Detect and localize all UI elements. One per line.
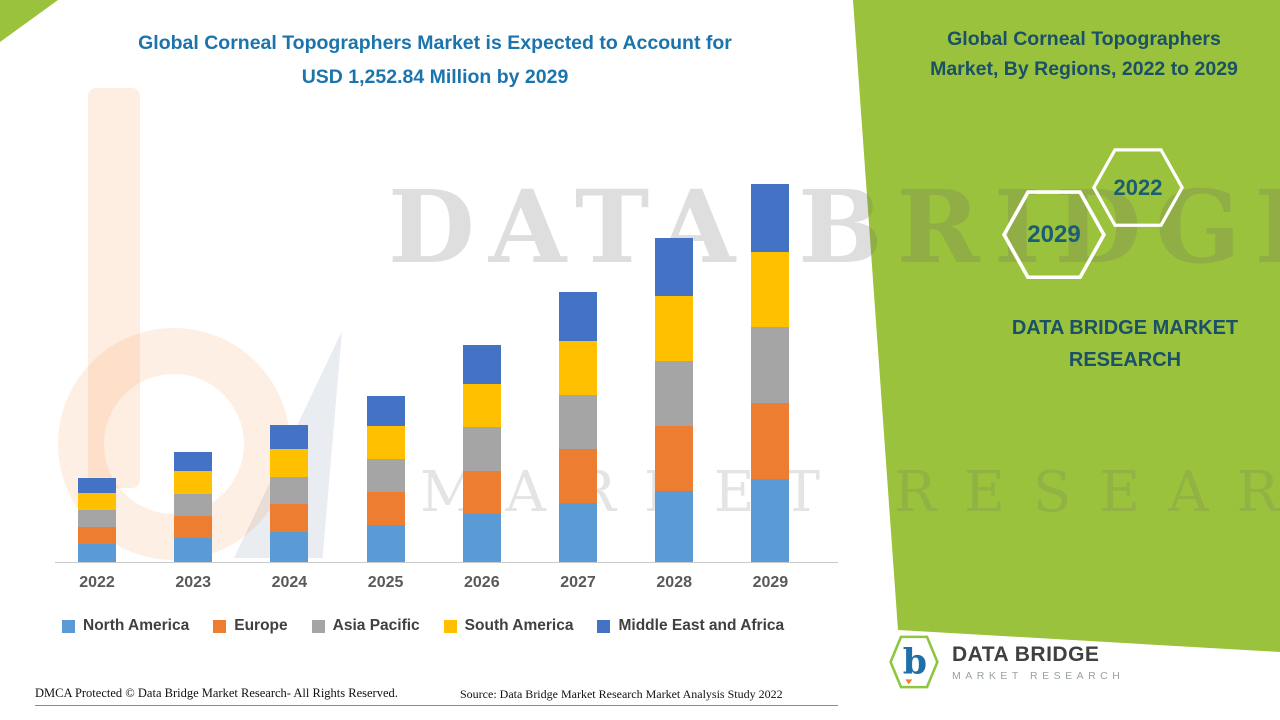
bar-segment-middle-east-and-africa bbox=[655, 237, 694, 296]
legend-item-europe: Europe bbox=[213, 617, 288, 635]
panel-title-line1: Global Corneal Topographers bbox=[947, 28, 1221, 50]
legend-label: Europe bbox=[234, 617, 288, 634]
bar-segment-europe bbox=[174, 515, 213, 538]
bar-segment-south-america bbox=[751, 251, 790, 328]
legend-item-asia-pacific: Asia Pacific bbox=[311, 617, 420, 635]
dmca-notice: DMCA Protected © Data Bridge Market Rese… bbox=[35, 686, 398, 700]
bar-segment-north-america bbox=[174, 537, 213, 562]
legend-label: Asia Pacific bbox=[332, 617, 420, 634]
bar-segment-middle-east-and-africa bbox=[559, 292, 597, 341]
logo-tagline: MARKET RESEARCH bbox=[952, 669, 1125, 682]
bar-segment-europe bbox=[655, 425, 694, 491]
bar-segment-asia-pacific bbox=[559, 394, 597, 449]
hexagon-2029: 2029 bbox=[1002, 190, 1106, 280]
hexagon-outline-icon bbox=[1002, 190, 1106, 280]
hexagon-outline-icon bbox=[1092, 148, 1184, 227]
bar-segment-south-america bbox=[655, 295, 694, 361]
databridge-logo: b DATA BRIDGE MARKET RESEARCH bbox=[888, 634, 1124, 690]
bar-segment-asia-pacific bbox=[78, 509, 116, 527]
bar-segment-north-america bbox=[270, 531, 309, 562]
legend-label: North America bbox=[83, 617, 190, 634]
bar-segment-north-america bbox=[366, 525, 405, 562]
hexagon-year-label: 2029 bbox=[1027, 221, 1081, 248]
databridge-logo-text: DATA BRIDGE MARKET RESEARCH bbox=[952, 643, 1124, 682]
footer-divider bbox=[35, 705, 838, 706]
bar-segment-middle-east-and-africa bbox=[751, 184, 790, 252]
panel-brand-line1: DATA BRIDGE MARKET bbox=[1011, 317, 1239, 339]
bar-segment-south-america bbox=[78, 492, 116, 510]
svg-text:b: b bbox=[903, 641, 927, 682]
bar-segment-europe bbox=[270, 504, 309, 532]
bar-segment-asia-pacific bbox=[655, 360, 694, 426]
x-axis-label: 2025 bbox=[367, 574, 404, 591]
bar-segment-europe bbox=[366, 492, 405, 526]
bar-segment-south-america bbox=[462, 384, 501, 428]
x-axis-label: 2026 bbox=[464, 574, 500, 591]
bar-segment-asia-pacific bbox=[270, 476, 309, 505]
bar-segment-north-america bbox=[559, 502, 597, 562]
legend-swatch bbox=[213, 619, 227, 633]
bar-segment-asia-pacific bbox=[462, 427, 501, 471]
chart-legend: North America Europe Asia Pacific South Ame… bbox=[62, 617, 784, 635]
bar-segment-south-america bbox=[174, 471, 213, 494]
bar-segment-north-america bbox=[78, 543, 116, 562]
legend-item-south-america: South America bbox=[443, 617, 574, 635]
legend-label: South America bbox=[464, 617, 574, 634]
bar-segment-north-america bbox=[751, 478, 790, 562]
bar-segment-europe bbox=[559, 448, 597, 503]
x-axis-label: 2022 bbox=[79, 574, 115, 591]
bar-segment-europe bbox=[751, 403, 790, 479]
bar-segment-asia-pacific bbox=[366, 459, 405, 493]
source-note: Source: Data Bridge Market Research Mark… bbox=[460, 687, 783, 701]
legend-swatch bbox=[597, 619, 611, 633]
x-axis-label: 2023 bbox=[175, 574, 211, 591]
bar-segment-middle-east-and-africa bbox=[462, 345, 501, 384]
bar-segment-europe bbox=[78, 526, 116, 544]
legend-swatch bbox=[443, 619, 457, 633]
bar-segment-middle-east-and-africa bbox=[366, 396, 405, 426]
hexagon-year-label: 2022 bbox=[1113, 175, 1163, 200]
bar-segment-north-america bbox=[462, 514, 501, 562]
chart-title: Global Corneal Topographers Market is Ex… bbox=[60, 26, 810, 94]
legend-label: Middle East and Africa bbox=[618, 617, 785, 634]
legend-swatch bbox=[62, 619, 75, 633]
x-axis-label: 2029 bbox=[752, 574, 789, 591]
bar-segment-south-america bbox=[270, 449, 309, 477]
bar-segment-south-america bbox=[366, 425, 405, 460]
panel-title: Global Corneal Topographers Market, By R… bbox=[895, 24, 1273, 84]
databridge-logo-icon: b bbox=[889, 635, 939, 689]
logo-name: DATA BRIDGE bbox=[952, 642, 1100, 666]
bar-segment-middle-east-and-africa bbox=[174, 451, 213, 472]
panel-title-line2: Market, By Regions, 2022 to 2029 bbox=[930, 58, 1238, 81]
x-axis-label: 2028 bbox=[656, 574, 692, 591]
bar-segment-south-america bbox=[559, 340, 597, 395]
x-axis-label: 2027 bbox=[560, 574, 596, 591]
panel-brand-line2: RESEARCH bbox=[1068, 349, 1182, 371]
bar-segment-middle-east-and-africa bbox=[78, 477, 116, 493]
bar-segment-europe bbox=[462, 470, 501, 515]
x-axis-label: 2024 bbox=[271, 574, 308, 591]
bar-segment-asia-pacific bbox=[174, 493, 213, 516]
chart-title-line2: USD 1,252.84 Million by 2029 bbox=[301, 66, 569, 89]
legend-swatch bbox=[311, 619, 325, 633]
x-axis-line bbox=[55, 562, 838, 563]
legend-item-middle-east-and-africa: Middle East and Africa bbox=[597, 617, 784, 635]
panel-brand-text: DATA BRIDGE MARKET RESEARCH bbox=[960, 312, 1280, 376]
bar-segment-asia-pacific bbox=[751, 327, 790, 403]
legend-item-north-america: North America bbox=[62, 617, 189, 635]
bar-segment-middle-east-and-africa bbox=[270, 424, 309, 450]
bar-segment-north-america bbox=[655, 490, 694, 562]
chart-title-line1: Global Corneal Topographers Market is Ex… bbox=[138, 32, 732, 54]
hexagon-2022: 2022 bbox=[1092, 148, 1184, 228]
